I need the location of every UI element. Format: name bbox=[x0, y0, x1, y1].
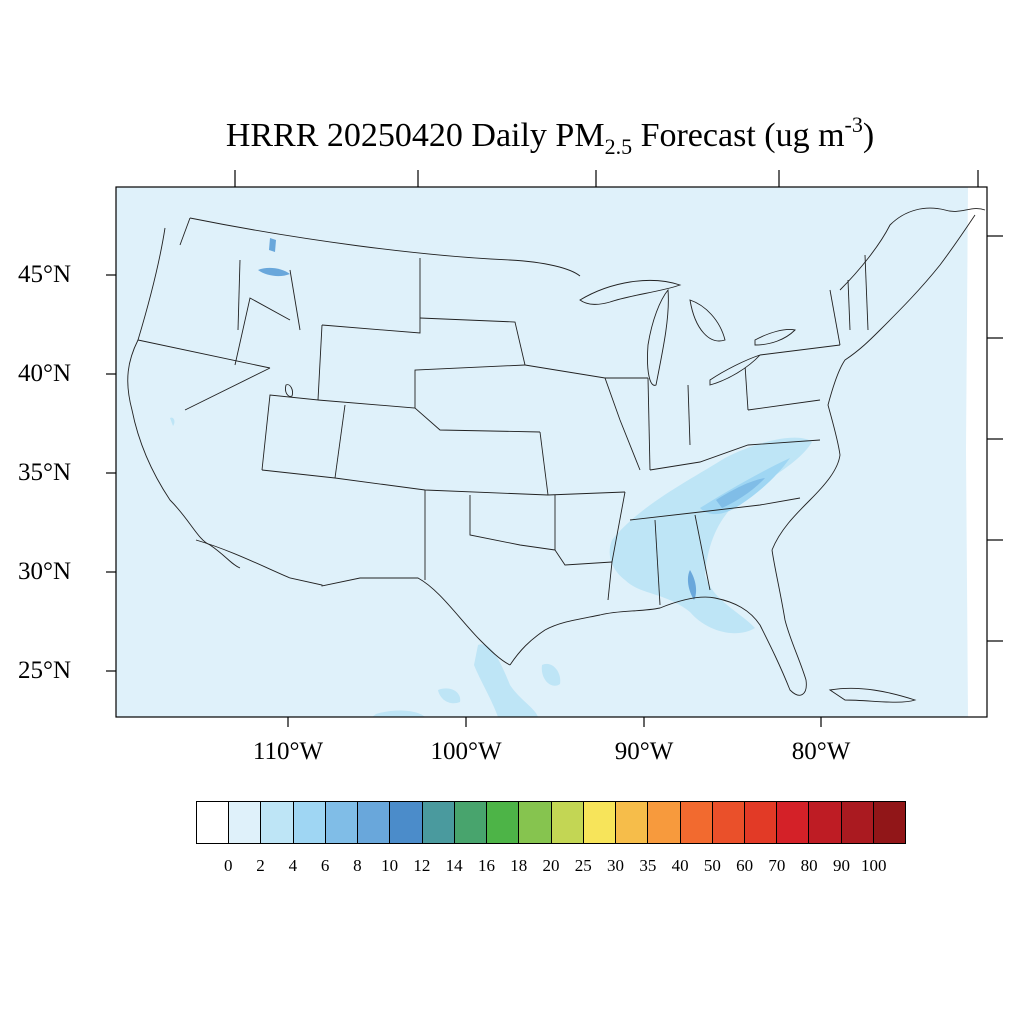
lat-label-35: 35°N bbox=[18, 459, 72, 486]
colorbar-swatch bbox=[873, 802, 906, 843]
colorbar-label: 80 bbox=[800, 856, 818, 875]
lon-label-90: 90°W bbox=[614, 738, 674, 765]
colorbar-label: 8 bbox=[353, 856, 362, 875]
colorbar-swatch bbox=[261, 802, 294, 843]
colorbar-swatch bbox=[551, 802, 584, 843]
colorbar-label: 10 bbox=[381, 856, 399, 875]
colorbar-label: 12 bbox=[413, 856, 431, 875]
colorbar-label: 18 bbox=[510, 856, 528, 875]
pm25-plume-southeast bbox=[609, 437, 812, 634]
colorbar-swatch bbox=[197, 802, 230, 843]
colorbar-swatch bbox=[519, 802, 552, 843]
colorbar-label: 14 bbox=[445, 856, 463, 875]
colorbar-swatch bbox=[809, 802, 842, 843]
colorbar-swatch bbox=[422, 802, 455, 843]
colorbar-swatch bbox=[712, 802, 745, 843]
colorbar-label: 70 bbox=[768, 856, 786, 875]
colorbar-swatch bbox=[358, 802, 391, 843]
colorbar-label: 2 bbox=[256, 856, 265, 875]
domain-edge bbox=[966, 187, 987, 717]
lat-label-40: 40°N bbox=[18, 360, 72, 387]
colorbar-swatch bbox=[744, 802, 778, 843]
colorbar-swatch bbox=[616, 802, 649, 843]
colorbar-label: 4 bbox=[288, 856, 298, 875]
colorbar-label: 90 bbox=[832, 856, 850, 875]
colorbar-swatch bbox=[454, 802, 488, 843]
axis-ticks bbox=[106, 170, 1003, 727]
lon-label-110: 110°W bbox=[252, 738, 324, 765]
colorbar-label: 20 bbox=[542, 856, 560, 875]
lon-label-100: 100°W bbox=[430, 738, 502, 765]
colorbar-swatch bbox=[841, 802, 874, 843]
lat-label-30: 30°N bbox=[18, 558, 72, 585]
colorbar-swatch bbox=[583, 802, 617, 843]
lat-label-25: 25°N bbox=[18, 657, 72, 684]
canada-coast bbox=[839, 207, 986, 291]
colorbar-label: 60 bbox=[736, 856, 754, 875]
lat-label-45: 45°N bbox=[18, 261, 72, 288]
colorbar-swatch bbox=[325, 802, 359, 843]
colorbar-swatch bbox=[680, 802, 713, 843]
colorbar-label: 100 bbox=[860, 856, 887, 875]
colorbar-swatch bbox=[293, 802, 326, 843]
colorbar-label: 35 bbox=[639, 856, 657, 875]
colorbar-label: 40 bbox=[671, 856, 689, 875]
colorbar-label: 0 bbox=[224, 856, 233, 875]
colorbar-label: 16 bbox=[477, 856, 495, 875]
colorbar-label: 25 bbox=[574, 856, 592, 875]
colorbar-swatch bbox=[487, 802, 520, 843]
pm25-plume-idaho-montana bbox=[170, 238, 290, 426]
map-title: HRRR 20250420 Daily PM2.5 Forecast (ug m… bbox=[225, 112, 875, 159]
pm25-field bbox=[116, 187, 987, 717]
pm25-plume-texas bbox=[372, 644, 561, 717]
great-lakes bbox=[285, 280, 796, 397]
colorbar-swatch bbox=[390, 802, 423, 843]
colorbar-label: 50 bbox=[703, 856, 721, 875]
colorbar-swatch bbox=[229, 802, 262, 843]
lon-label-80: 80°W bbox=[791, 738, 851, 765]
colorbar-label: 30 bbox=[607, 856, 625, 875]
colorbar-swatch bbox=[648, 802, 681, 843]
colorbar-label: 6 bbox=[320, 856, 330, 875]
state-borders bbox=[127, 214, 976, 696]
map-frame bbox=[115, 186, 988, 718]
cuba-coast bbox=[828, 687, 917, 703]
colorbar bbox=[196, 801, 906, 844]
colorbar-swatch bbox=[777, 802, 810, 843]
